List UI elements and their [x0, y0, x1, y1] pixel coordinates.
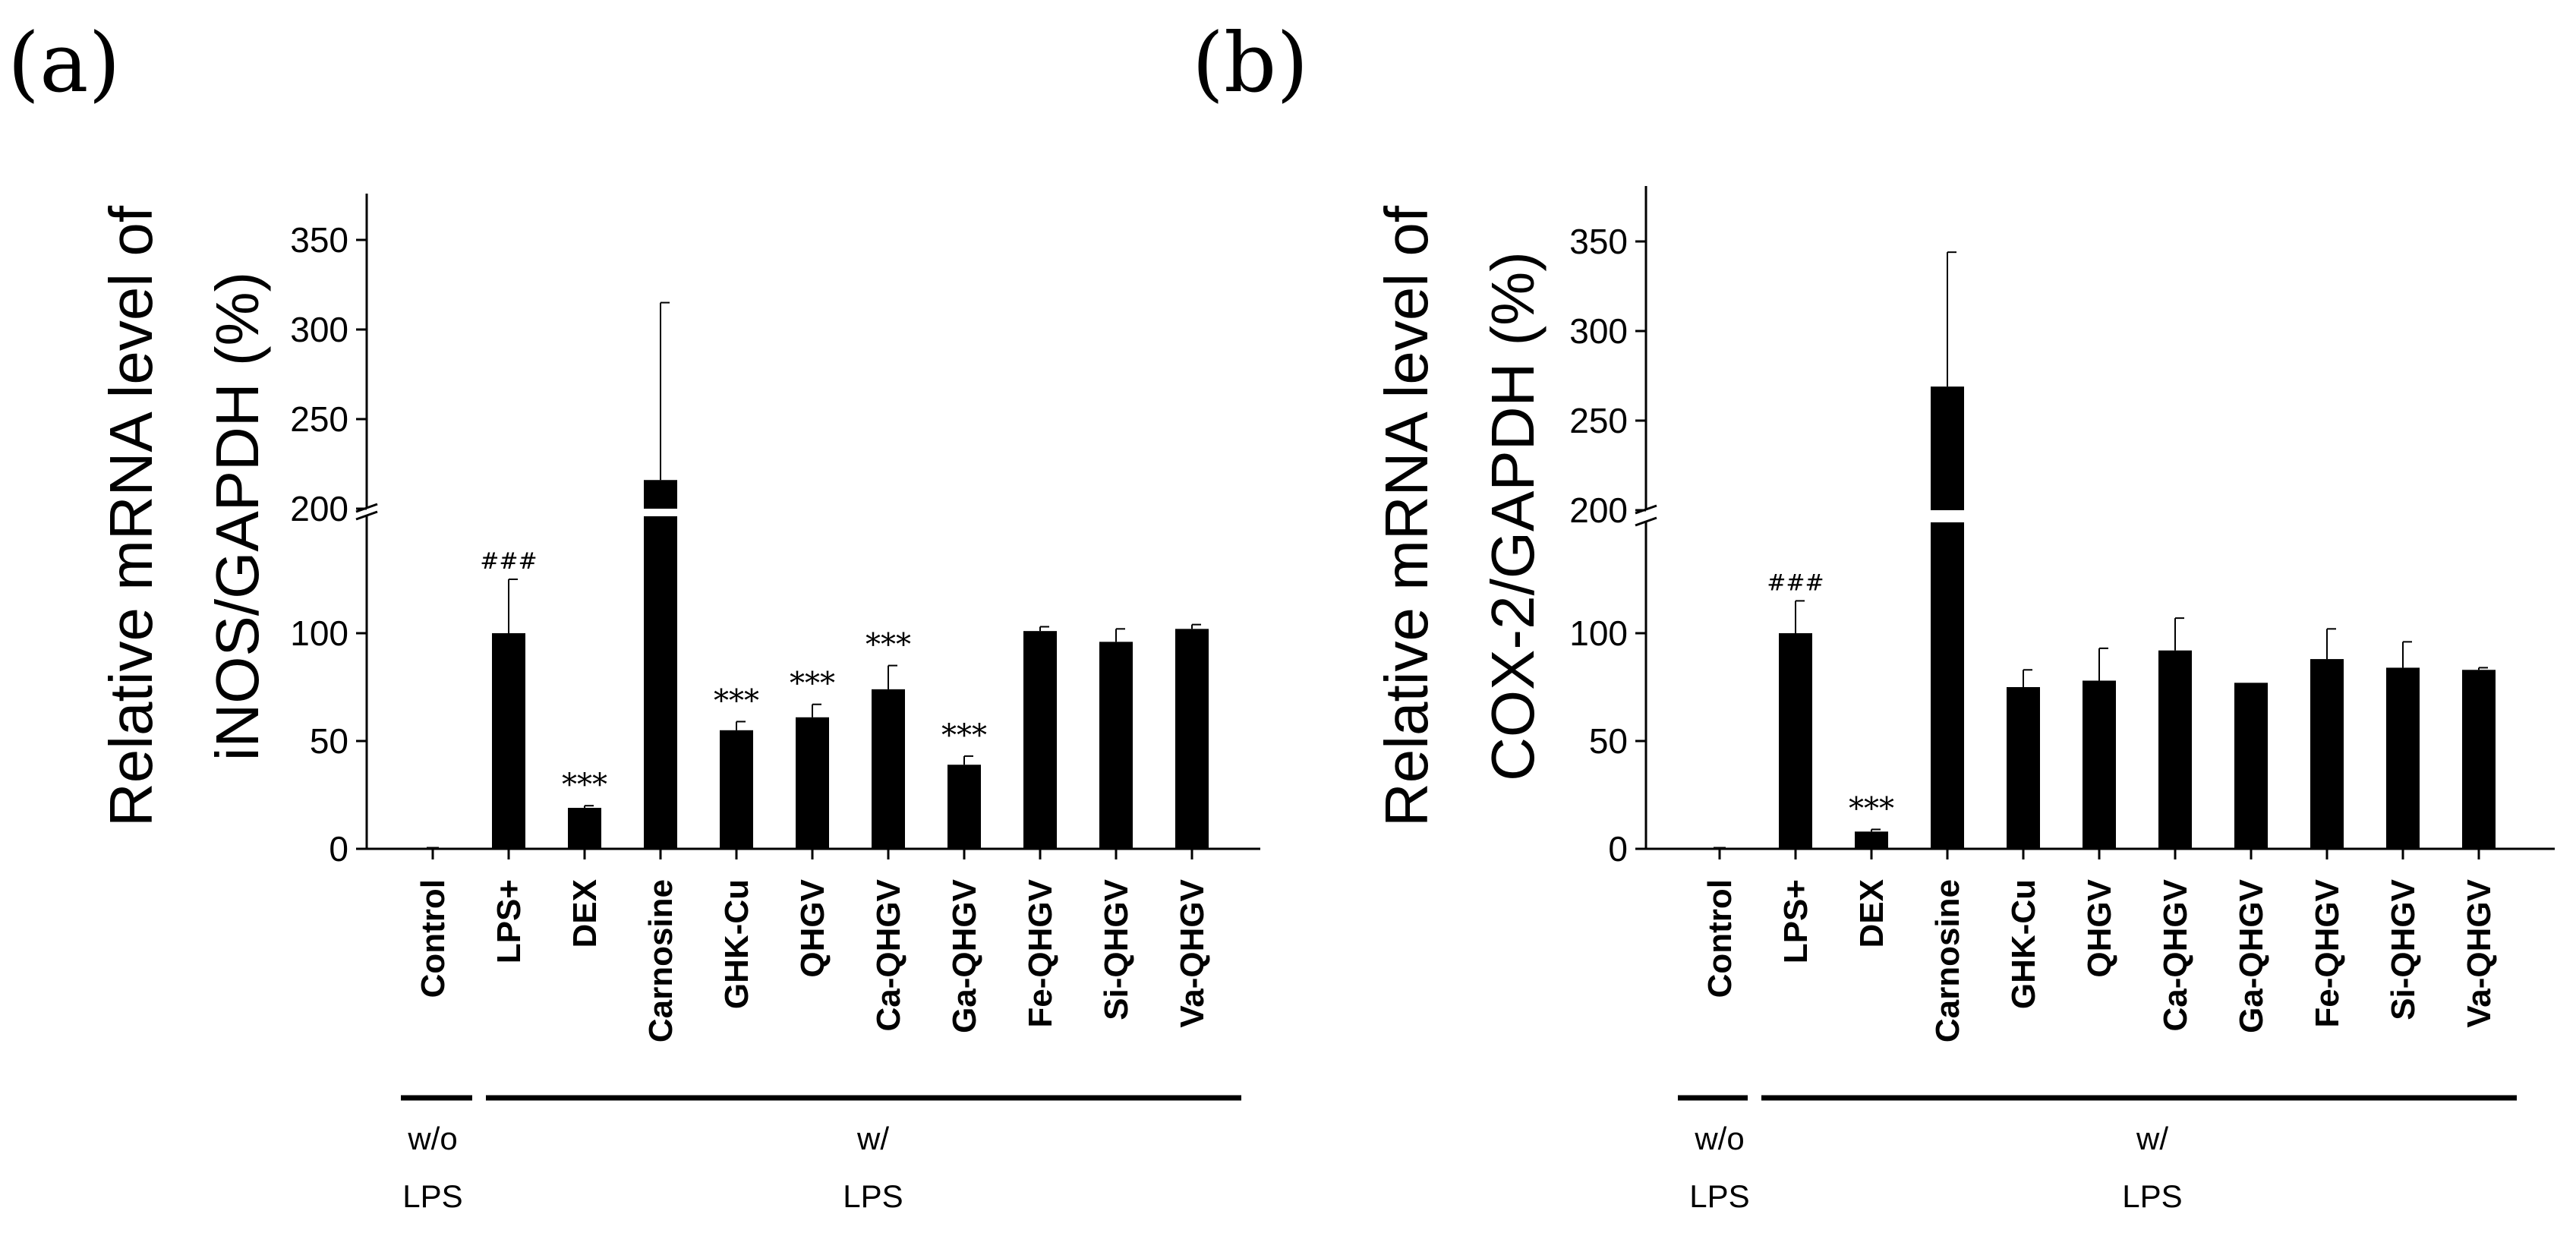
group-label-line2: LPS — [402, 1178, 462, 1214]
y-tick-label: 100 — [1569, 613, 1628, 653]
panel-b: (b) Relative mRNA level of COX-2/GAPDH (… — [1192, 16, 2555, 1214]
y-tick-label: 0 — [1608, 829, 1628, 869]
y-tick-label: 300 — [1569, 311, 1628, 351]
bar — [568, 808, 601, 849]
bar — [720, 730, 753, 849]
bar — [1931, 386, 1964, 849]
y-tick-label: 350 — [1569, 222, 1628, 261]
significance-marker: *** — [1849, 791, 1894, 826]
x-tick-label: GHK-Cu — [2005, 879, 2042, 1009]
bar — [2083, 680, 2116, 849]
y-tick-label: 100 — [290, 613, 348, 653]
bar — [872, 689, 905, 849]
panel-a-ylabel-line1: Relative mRNA level of — [97, 205, 165, 827]
panel-b-ylabel-line1: Relative mRNA level of — [1373, 205, 1440, 827]
group-label-line1: w/o — [1694, 1121, 1744, 1156]
panel-a-ylabel-line2: iNOS/GAPDH (%) — [203, 272, 271, 762]
x-tick-label: LPS+ — [490, 879, 528, 963]
significance-marker: *** — [714, 683, 759, 718]
group-label-line1: w/ — [856, 1121, 889, 1156]
bar — [2234, 683, 2268, 849]
bar — [796, 717, 829, 849]
y-tick-label: 0 — [329, 829, 348, 869]
panel-b-ylabel-line2: COX-2/GAPDH (%) — [1479, 251, 1547, 781]
bar — [1023, 631, 1057, 849]
group-label-line2: LPS — [2122, 1178, 2182, 1214]
bar — [2386, 667, 2420, 849]
x-tick-label: GHK-Cu — [718, 879, 755, 1009]
y-tick-label: 250 — [1569, 401, 1628, 440]
x-tick-label: Si-QHGV — [2385, 878, 2422, 1020]
axis-break-mark — [1635, 516, 1657, 527]
x-tick-label: QHGV — [2081, 878, 2118, 977]
x-tick-label: QHGV — [794, 878, 831, 977]
bar — [947, 765, 981, 849]
axis-break-mark — [355, 510, 378, 521]
panel-a: (a) Relative mRNA level of iNOS/GAPDH (%… — [8, 16, 1260, 1214]
significance-marker: ### — [480, 548, 537, 575]
bar — [1099, 642, 1133, 849]
x-tick-label: Fe-QHGV — [2309, 878, 2346, 1027]
bar — [1855, 831, 1888, 849]
group-label-line1: w/ — [2136, 1121, 2168, 1156]
bar — [2158, 650, 2192, 849]
group-label-line1: w/o — [407, 1121, 457, 1156]
significance-marker: *** — [941, 718, 987, 753]
bar — [1779, 633, 1812, 849]
bar — [492, 633, 525, 849]
x-tick-label: Ga-QHGV — [946, 878, 983, 1033]
x-tick-label: Va-QHGV — [2461, 878, 2498, 1027]
group-label-line2: LPS — [843, 1178, 903, 1214]
x-tick-label: Va-QHGV — [1174, 878, 1211, 1027]
y-tick-label: 50 — [1589, 721, 1628, 761]
bar — [2310, 659, 2344, 849]
bar — [644, 480, 677, 849]
bar-break-gap — [643, 509, 678, 516]
panel-b-letter: (b) — [1192, 16, 1308, 111]
x-tick-label: Ga-QHGV — [2233, 878, 2270, 1033]
x-tick-label: Ca-QHGV — [2157, 878, 2194, 1031]
x-tick-label: Si-QHGV — [1098, 878, 1135, 1020]
y-tick-label: 50 — [310, 721, 348, 761]
y-tick-label: 350 — [290, 220, 348, 260]
significance-marker: *** — [562, 768, 607, 803]
bar — [1175, 629, 1209, 849]
significance-marker: ### — [1767, 569, 1824, 596]
significance-marker: *** — [865, 628, 911, 663]
x-tick-label: Carnosine — [1929, 879, 1966, 1042]
x-tick-label: Ca-QHGV — [870, 878, 907, 1031]
x-tick-label: Control — [415, 879, 452, 998]
y-tick-label: 200 — [1569, 490, 1628, 530]
bar-break-gap — [1930, 510, 1965, 522]
x-tick-label: Carnosine — [642, 879, 679, 1042]
x-tick-label: LPS+ — [1777, 879, 1815, 963]
x-tick-label: DEX — [1853, 879, 1890, 948]
y-tick-label: 200 — [290, 489, 348, 528]
x-tick-label: Control — [1701, 879, 1739, 998]
y-tick-label: 300 — [290, 310, 348, 349]
bar — [2462, 670, 2496, 849]
group-label-line2: LPS — [1689, 1178, 1749, 1214]
panel-a-letter: (a) — [8, 16, 121, 111]
x-tick-label: Fe-QHGV — [1022, 878, 1059, 1027]
significance-marker: *** — [790, 667, 835, 702]
y-tick-label: 250 — [290, 399, 348, 439]
bar — [2007, 687, 2040, 849]
x-tick-label: DEX — [566, 879, 604, 948]
